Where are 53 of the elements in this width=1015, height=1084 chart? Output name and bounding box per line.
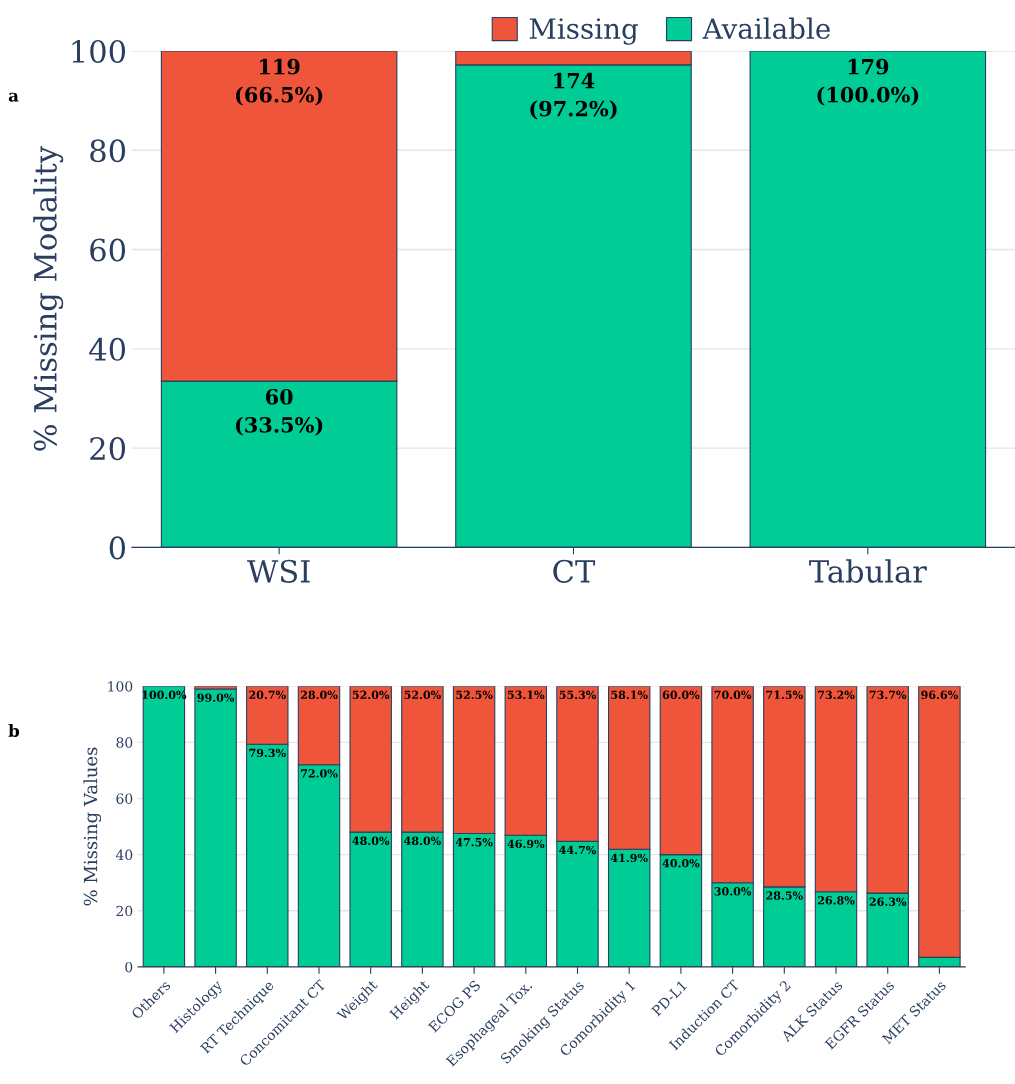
data-label: 70.0% [714,690,752,699]
y-tick-label: 100 [72,39,126,63]
data-label: 55.3% [559,690,597,699]
y-tick-label: 40 [115,849,133,861]
text: b [8,724,20,738]
y-tick-label: 20 [90,437,126,461]
legend-label: Missing [529,18,638,45]
data-label: 73.7% [869,690,907,699]
data-label: 72.0% [301,769,338,778]
x-tick-label: WSI [247,559,310,583]
data-label: 96.6% [921,690,958,699]
data-label: 41.9% [610,853,648,863]
data-label: 73.2% [818,690,855,699]
y-tick-label: 20 [116,905,133,917]
y-tick-label: 100 [108,681,133,692]
data-label: 58.1% [611,690,648,699]
legend-label: Available [702,17,830,40]
data-label: 48.0% [352,836,390,845]
data-label: 99.0% [197,693,235,702]
data-label: 20.7% [249,690,286,699]
data-label: 60 (33.5%) [235,388,323,436]
text: a [8,92,19,102]
y-axis-title: % Missing Values [83,747,102,906]
data-label: 46.9% [507,839,545,849]
data-label: 52.0% [404,690,441,699]
data-label: 52.0% [352,690,390,699]
data-label: 44.7% [559,845,597,855]
y-tick-label: 80 [90,139,126,163]
x-tick-label: CT [553,559,596,583]
data-label: 60.0% [662,690,700,699]
y-tick-label: 60 [90,238,126,262]
y-axis-title: % Missing Modality [33,146,64,451]
y-tick-label: 80 [116,737,133,748]
data-label: 30.0% [714,887,752,896]
data-label: 47.5% [455,837,493,847]
data-label: 174 (97.2%) [530,72,617,120]
data-label: 26.3% [869,897,907,906]
x-tick-label: Tabular [809,559,927,583]
data-label: 26.8% [817,896,855,905]
data-label: 28.5% [766,891,803,900]
y-tick-label: 40 [89,337,126,361]
data-label: 119 (66.5%) [235,58,323,106]
data-label: 52.5% [456,690,493,699]
data-label: 179 (100.0%) [817,58,919,106]
data-label: 71.5% [766,690,803,699]
data-label: 40.0% [662,859,700,868]
y-tick-label: 0 [109,536,126,560]
data-label: 48.0% [404,836,441,845]
y-tick-label: 60 [116,793,133,804]
data-label: 53.1% [507,690,545,699]
data-label: 28.0% [300,690,338,699]
data-label: 79.3% [249,748,286,758]
y-tick-label: 0 [125,961,133,973]
